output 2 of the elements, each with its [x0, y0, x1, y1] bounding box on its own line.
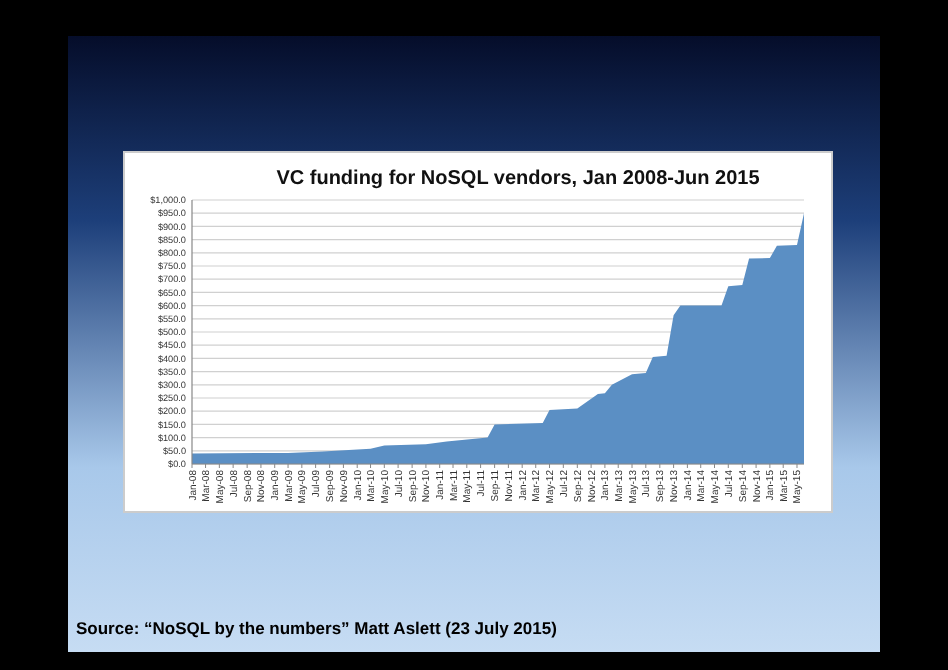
- chart-title: VC funding for NoSQL vendors, Jan 2008-Jun 2015: [276, 168, 761, 190]
- source-note: Source: “NoSQL by the numbers” Matt Aslett (23 July 2015): [76, 618, 558, 638]
